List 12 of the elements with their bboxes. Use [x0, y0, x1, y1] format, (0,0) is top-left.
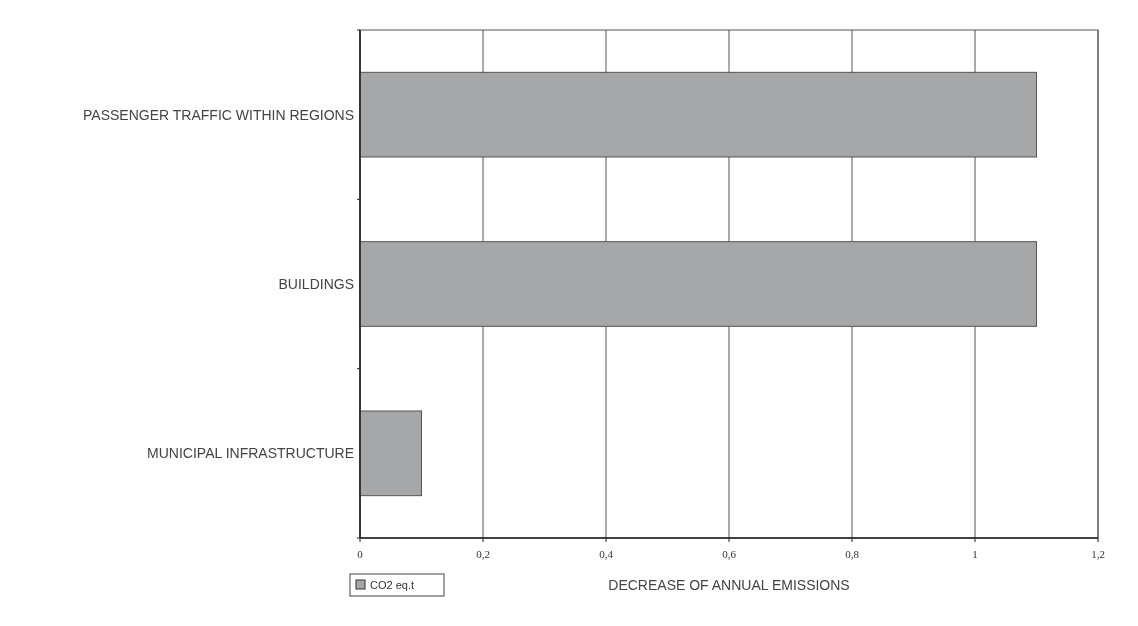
x-tick-label: 0,6 [722, 548, 737, 560]
x-tick-label: 1 [972, 548, 978, 560]
x-tick-label: 0,4 [599, 548, 614, 560]
x-tick-label: 1,2 [1091, 548, 1105, 560]
x-axis-title: DECREASE OF ANNUAL EMISSIONS [608, 577, 850, 593]
x-tick-label: 0,8 [845, 548, 860, 560]
y-tick-label: BUILDINGS [278, 275, 354, 292]
y-tick-label: PASSENGER TRAFFIC WITHIN REGIONS [83, 106, 354, 123]
x-tick-label: 0 [357, 548, 364, 560]
x-tick-label: 0,2 [476, 548, 490, 560]
y-tick-label: MUNICIPAL INFRASTRUCTURE [147, 445, 354, 462]
legend-label: CO2 eq.t [370, 579, 415, 591]
